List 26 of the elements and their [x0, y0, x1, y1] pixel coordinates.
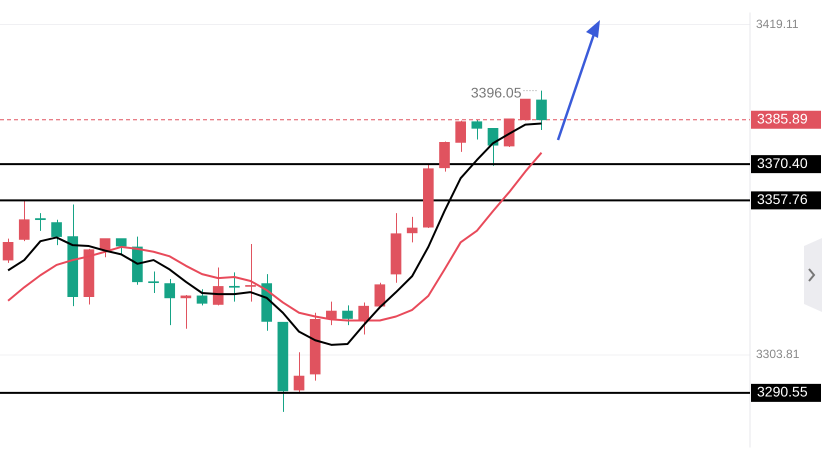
candlestick [2, 238, 14, 264]
candlestick [245, 244, 256, 302]
candlestick [472, 119, 482, 140]
ref-line-label: 3370.40 [757, 154, 808, 171]
candlestick [164, 278, 176, 326]
annotation: 3396.05 [470, 84, 522, 101]
y-tick-label: 3419.11 [756, 16, 799, 31]
ref-line-label: 3290.55 [757, 384, 808, 400]
candlestick [18, 199, 30, 242]
candlestick [196, 288, 208, 306]
y-tick-label: 3303.81 [756, 347, 800, 362]
candlestick [536, 90, 547, 131]
ref-line-label: 3385.89 [757, 110, 808, 127]
candlestick [488, 128, 498, 166]
candlestick [342, 304, 353, 326]
candlestick [51, 219, 62, 246]
candlestick [35, 212, 46, 232]
ref-line-label: 3357.76 [757, 191, 808, 208]
candlestick [116, 238, 127, 255]
candlestick [212, 267, 224, 306]
candlestick [294, 352, 304, 394]
candlestick [374, 282, 386, 307]
candlestick [100, 238, 110, 258]
candlestick [406, 216, 418, 243]
candlestick [148, 271, 159, 294]
candlestick [180, 294, 192, 330]
